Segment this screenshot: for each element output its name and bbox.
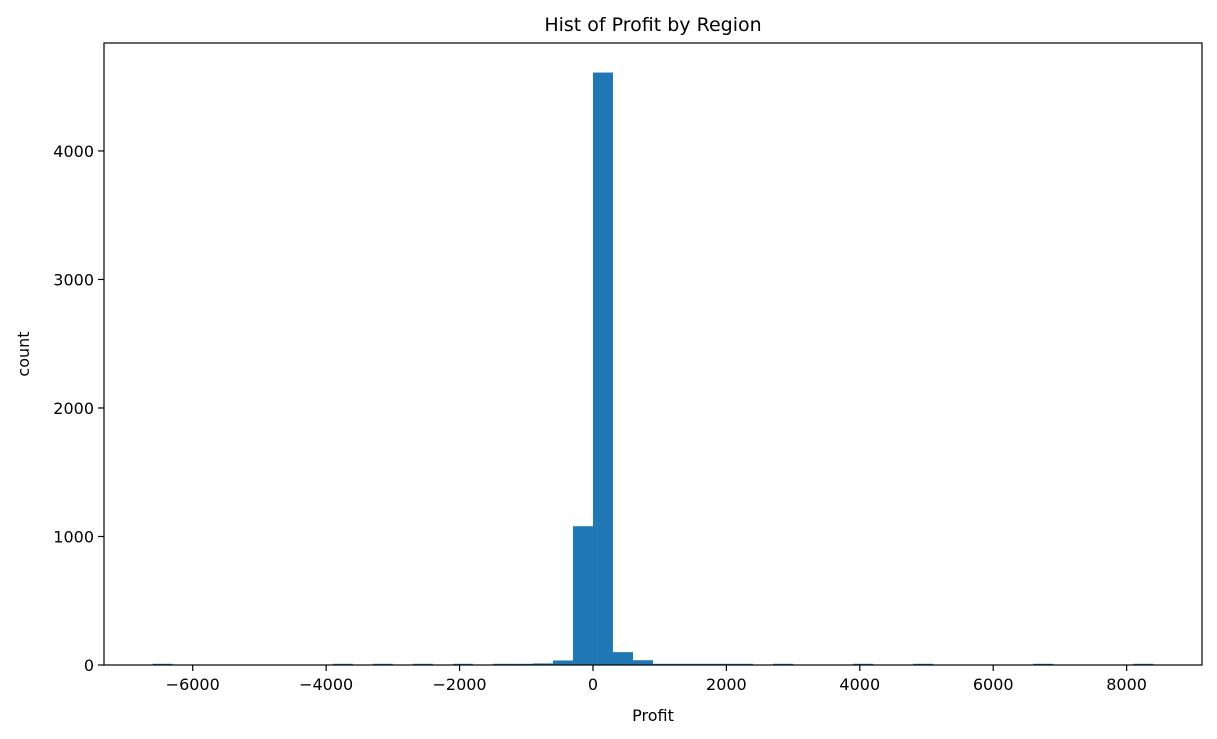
x-tick-label: 2000 xyxy=(706,675,747,694)
y-tick-label: 2000 xyxy=(53,399,94,418)
x-tick-label: 4000 xyxy=(839,675,880,694)
x-tick-label: 0 xyxy=(588,675,598,694)
x-tick-label: −6000 xyxy=(166,675,220,694)
plot-frame xyxy=(103,42,1203,666)
x-tick-label: −4000 xyxy=(299,675,353,694)
histogram-bar xyxy=(592,72,613,665)
histogram-bar xyxy=(612,652,633,665)
y-axis: 0 1000 2000 3000 4000 xyxy=(53,142,104,675)
y-axis-label: count xyxy=(14,331,33,376)
histogram-bar xyxy=(552,660,573,665)
x-tick-label: 8000 xyxy=(1106,675,1147,694)
histogram-bars xyxy=(152,72,1154,665)
y-tick-label: 1000 xyxy=(53,527,94,546)
x-tick-label: 6000 xyxy=(973,675,1014,694)
y-tick-label: 4000 xyxy=(53,142,94,161)
x-axis-label: Profit xyxy=(632,706,674,725)
chart-title: Hist of Profit by Region xyxy=(544,14,761,36)
x-tick-label: −2000 xyxy=(432,675,486,694)
histogram-bar xyxy=(532,663,553,665)
x-axis: −6000 −4000 −2000 0 2000 4000 6000 8000 xyxy=(166,665,1147,694)
histogram-bar xyxy=(572,526,593,665)
histogram-bar xyxy=(632,660,653,665)
y-tick-label: 0 xyxy=(84,656,94,675)
y-tick-label: 3000 xyxy=(53,270,94,289)
